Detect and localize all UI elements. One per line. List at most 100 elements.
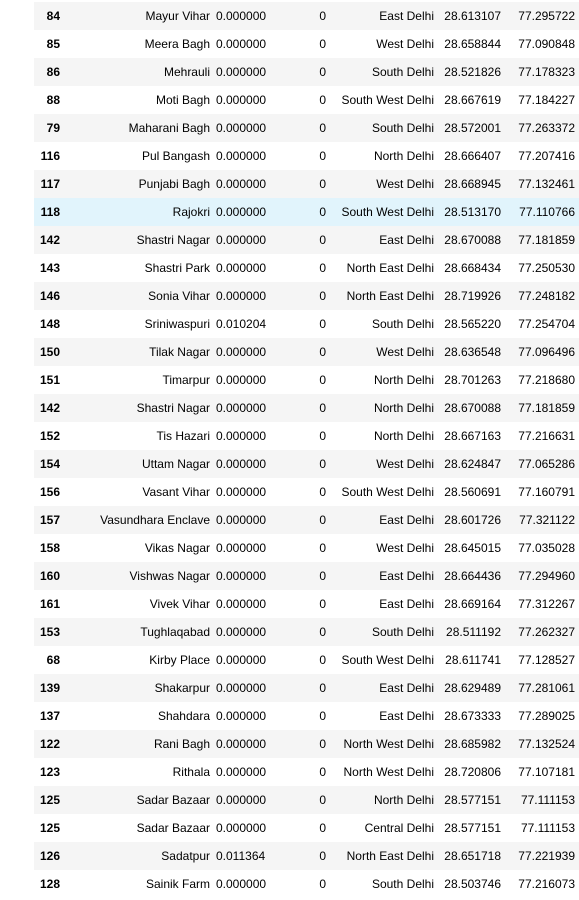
longitude-cell: 77.110766: [505, 198, 579, 226]
table-row[interactable]: 157 Vasundhara Enclave 0.000000 0 East Delhi…: [34, 506, 579, 534]
table-row[interactable]: 86 Mehrauli 0.000000 0 South Delhi 28.521826 7…: [34, 58, 579, 86]
table-row[interactable]: 117 Punjabi Bagh 0.000000 0 West Delhi 28.668…: [34, 170, 579, 198]
row-index: 158: [34, 534, 66, 562]
table-row[interactable]: 126 Sadatpur 0.011364 0 North East Delhi 28.6…: [34, 842, 579, 870]
location-name: Tilak Nagar: [66, 338, 214, 366]
row-index: 126: [34, 842, 66, 870]
district-cell: North Delhi: [330, 394, 438, 422]
table-row[interactable]: 123 Rithala 0.000000 0 North West Delhi 28.72…: [34, 758, 579, 786]
table-row[interactable]: 125 Sadar Bazaar 0.000000 0 Central Delhi 28.…: [34, 814, 579, 842]
table-row[interactable]: 137 Shahdara 0.000000 0 East Delhi 28.673333 7…: [34, 702, 579, 730]
district-cell: East Delhi: [330, 590, 438, 618]
value-cell: 0.000000: [214, 674, 298, 702]
latitude-cell: 28.666407: [438, 142, 505, 170]
district-cell: North East Delhi: [330, 282, 438, 310]
district-cell: South West Delhi: [330, 646, 438, 674]
dataframe-table: 84 Mayur Vihar 0.000000 0 East Delhi 28.61310…: [34, 2, 579, 898]
table-row[interactable]: 128 Sainik Farm 0.000000 0 South Delhi 28.503…: [34, 870, 579, 898]
location-name: Shakarpur: [66, 674, 214, 702]
value-cell: 0.000000: [214, 590, 298, 618]
row-index: 117: [34, 170, 66, 198]
table-row[interactable]: 142 Shastri Nagar 0.000000 0 North Delhi 28.6…: [34, 394, 579, 422]
count-cell: 0: [298, 142, 330, 170]
table-row[interactable]: 158 Vikas Nagar 0.000000 0 West Delhi 28.6450…: [34, 534, 579, 562]
table-row[interactable]: 154 Uttam Nagar 0.000000 0 West Delhi 28.6248…: [34, 450, 579, 478]
district-cell: West Delhi: [330, 170, 438, 198]
value-cell: 0.000000: [214, 366, 298, 394]
location-name: Shahdara: [66, 702, 214, 730]
count-cell: 0: [298, 674, 330, 702]
longitude-cell: 77.281061: [505, 674, 579, 702]
row-index: 128: [34, 870, 66, 898]
table-row[interactable]: 125 Sadar Bazaar 0.000000 0 North Delhi 28.57…: [34, 786, 579, 814]
table-row[interactable]: 142 Shastri Nagar 0.000000 0 East Delhi 28.67…: [34, 226, 579, 254]
row-index: 151: [34, 366, 66, 394]
table-row[interactable]: 161 Vivek Vihar 0.000000 0 East Delhi 28.6691…: [34, 590, 579, 618]
table-row[interactable]: 148 Sriniwaspuri 0.010204 0 South Delhi 28.56…: [34, 310, 579, 338]
district-cell: South West Delhi: [330, 478, 438, 506]
row-index: 86: [34, 58, 66, 86]
count-cell: 0: [298, 590, 330, 618]
district-cell: North West Delhi: [330, 730, 438, 758]
district-cell: East Delhi: [330, 702, 438, 730]
district-cell: South Delhi: [330, 870, 438, 898]
table-row[interactable]: 153 Tughlaqabad 0.000000 0 South Delhi 28.511…: [34, 618, 579, 646]
value-cell: 0.000000: [214, 170, 298, 198]
table-row[interactable]: 146 Sonia Vihar 0.000000 0 North East Delhi 2…: [34, 282, 579, 310]
latitude-cell: 28.511192: [438, 618, 505, 646]
location-name: Vasant Vihar: [66, 478, 214, 506]
row-index: 139: [34, 674, 66, 702]
row-index: 153: [34, 618, 66, 646]
row-index: 123: [34, 758, 66, 786]
latitude-cell: 28.521826: [438, 58, 505, 86]
longitude-cell: 77.181859: [505, 226, 579, 254]
latitude-cell: 28.670088: [438, 226, 505, 254]
table-row[interactable]: 152 Tis Hazari 0.000000 0 North Delhi 28.6671…: [34, 422, 579, 450]
table-row[interactable]: 139 Shakarpur 0.000000 0 East Delhi 28.629489…: [34, 674, 579, 702]
table-body: 84 Mayur Vihar 0.000000 0 East Delhi 28.61310…: [34, 2, 579, 898]
table-row[interactable]: 151 Timarpur 0.000000 0 North Delhi 28.701263…: [34, 366, 579, 394]
latitude-cell: 28.565220: [438, 310, 505, 338]
table-row[interactable]: 156 Vasant Vihar 0.000000 0 South West Delhi…: [34, 478, 579, 506]
longitude-cell: 77.262327: [505, 618, 579, 646]
row-index: 68: [34, 646, 66, 674]
longitude-cell: 77.065286: [505, 450, 579, 478]
count-cell: 0: [298, 730, 330, 758]
longitude-cell: 77.254704: [505, 310, 579, 338]
row-index: 146: [34, 282, 66, 310]
location-name: Sainik Farm: [66, 870, 214, 898]
longitude-cell: 77.295722: [505, 2, 579, 30]
table-row[interactable]: 150 Tilak Nagar 0.000000 0 West Delhi 28.6365…: [34, 338, 579, 366]
table-row[interactable]: 85 Meera Bagh 0.000000 0 West Delhi 28.658844…: [34, 30, 579, 58]
latitude-cell: 28.503746: [438, 870, 505, 898]
location-name: Sadar Bazaar: [66, 814, 214, 842]
row-index: 79: [34, 114, 66, 142]
district-cell: South Delhi: [330, 310, 438, 338]
latitude-cell: 28.720806: [438, 758, 505, 786]
latitude-cell: 28.719926: [438, 282, 505, 310]
longitude-cell: 77.294960: [505, 562, 579, 590]
table-row[interactable]: 116 Pul Bangash 0.000000 0 North Delhi 28.666…: [34, 142, 579, 170]
count-cell: 0: [298, 170, 330, 198]
longitude-cell: 77.248182: [505, 282, 579, 310]
longitude-cell: 77.178323: [505, 58, 579, 86]
count-cell: 0: [298, 422, 330, 450]
district-cell: South Delhi: [330, 58, 438, 86]
table-row[interactable]: 122 Rani Bagh 0.000000 0 North West Delhi 28.…: [34, 730, 579, 758]
count-cell: 0: [298, 506, 330, 534]
location-name: Vasundhara Enclave: [66, 506, 214, 534]
longitude-cell: 77.216631: [505, 422, 579, 450]
location-name: Sonia Vihar: [66, 282, 214, 310]
table-row[interactable]: 118 Rajokri 0.000000 0 South West Delhi 28.51…: [34, 198, 579, 226]
table-row[interactable]: 79 Maharani Bagh 0.000000 0 South Delhi 28.57…: [34, 114, 579, 142]
table-row[interactable]: 68 Kirby Place 0.000000 0 South West Delhi 28…: [34, 646, 579, 674]
table-row[interactable]: 88 Moti Bagh 0.000000 0 South West Delhi 28.6…: [34, 86, 579, 114]
location-name: Tis Hazari: [66, 422, 214, 450]
latitude-cell: 28.670088: [438, 394, 505, 422]
count-cell: 0: [298, 282, 330, 310]
row-index: 137: [34, 702, 66, 730]
table-row[interactable]: 84 Mayur Vihar 0.000000 0 East Delhi 28.61310…: [34, 2, 579, 30]
table-row[interactable]: 143 Shastri Park 0.000000 0 North East Delhi…: [34, 254, 579, 282]
table-row[interactable]: 160 Vishwas Nagar 0.000000 0 East Delhi 28.66…: [34, 562, 579, 590]
location-name: Rajokri: [66, 198, 214, 226]
